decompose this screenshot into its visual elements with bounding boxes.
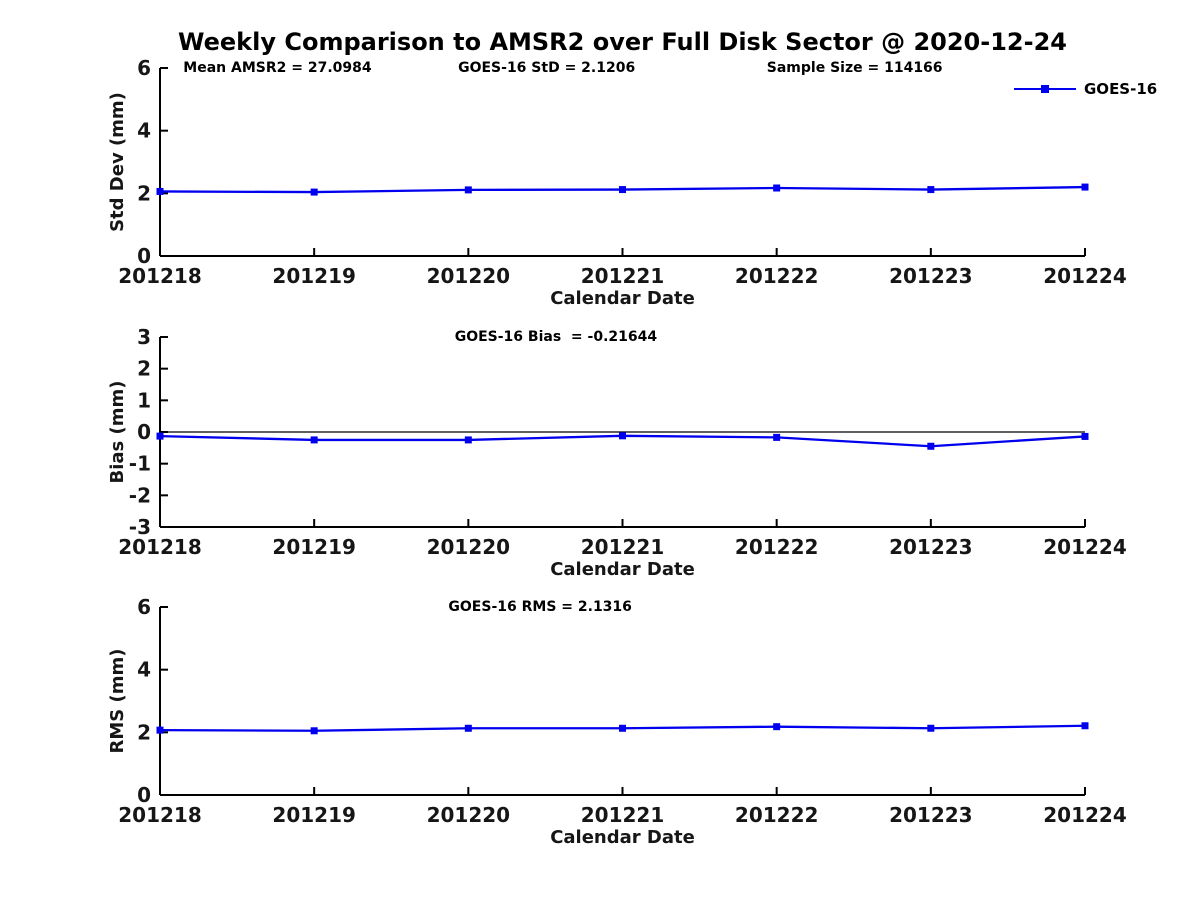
data-point-marker <box>927 186 935 194</box>
x-tick-label: 201220 <box>427 535 511 559</box>
data-point-marker <box>1081 183 1089 191</box>
data-point-marker <box>619 724 626 732</box>
y-tick-label: -1 <box>129 452 151 476</box>
std-dev-subplot: 0 2 4 6 201218 201219 201220 201221 201222 201223… <box>107 56 1127 309</box>
subplot-annotation: Mean AMSR2 = 27.0984 <box>183 60 372 76</box>
x-tick-label: 201219 <box>272 535 356 559</box>
x-tick-label: 201223 <box>889 264 973 288</box>
data-point-marker <box>773 723 781 731</box>
data-point-marker <box>156 187 164 195</box>
y-axis-title: RMS (mm) <box>107 649 128 754</box>
y-tick-label: 6 <box>137 56 151 80</box>
y-tick-label: 4 <box>137 658 151 682</box>
data-point-marker <box>156 432 164 440</box>
figure-title: Weekly Comparison to AMSR2 over Full Dis… <box>178 28 1067 56</box>
y-tick-label: 1 <box>137 388 151 412</box>
data-point-marker <box>310 188 318 196</box>
data-point-marker <box>1081 432 1089 440</box>
y-tick-label: 6 <box>137 595 151 619</box>
x-tick-label: 201222 <box>735 264 819 288</box>
data-point-marker <box>156 726 164 734</box>
y-tick-label: 2 <box>137 181 151 205</box>
subplot-annotation: GOES-16 RMS = 2.1316 <box>448 599 632 615</box>
x-tick-label: 201220 <box>427 264 511 288</box>
y-axis-title: Std Dev (mm) <box>107 92 128 232</box>
data-point-marker <box>619 186 626 194</box>
rms-subplot: 0 2 4 6 201218 201219 201220 201221 201222 201223… <box>107 595 1127 848</box>
x-tick-label: 201219 <box>272 803 356 827</box>
x-tick-label: 201218 <box>118 264 202 288</box>
y-tick-label: 0 <box>137 244 151 268</box>
legend: GOES-16 <box>1014 80 1158 98</box>
x-tick-label: 201222 <box>735 803 819 827</box>
subplot-annotation: Sample Size = 114166 <box>767 60 943 76</box>
x-tick-label: 201218 <box>118 803 202 827</box>
data-point-marker <box>927 724 935 732</box>
x-axis-title: Calendar Date <box>550 559 695 580</box>
data-point-marker <box>773 184 781 192</box>
y-tick-label: -3 <box>129 515 151 539</box>
data-point-marker <box>310 436 318 444</box>
y-tick-label: -2 <box>129 483 151 507</box>
x-axis-title: Calendar Date <box>550 288 695 309</box>
x-axis-title: Calendar Date <box>550 827 695 848</box>
subplot-annotation: GOES-16 Bias = -0.21644 <box>455 329 658 345</box>
x-tick-label: 201221 <box>581 264 665 288</box>
y-tick-label: 2 <box>137 357 151 381</box>
data-point-marker <box>464 724 472 732</box>
x-tick-label: 201224 <box>1043 264 1127 288</box>
legend-square-marker-icon <box>1041 85 1049 93</box>
data-point-marker <box>464 186 472 194</box>
x-tick-label: 201223 <box>889 535 973 559</box>
x-tick-label: 201221 <box>581 803 665 827</box>
x-tick-label: 201223 <box>889 803 973 827</box>
legend-line-swatch <box>1014 85 1076 93</box>
x-tick-label: 201220 <box>427 803 511 827</box>
x-tick-label: 201224 <box>1043 535 1127 559</box>
x-tick-label: 201219 <box>272 264 356 288</box>
x-tick-label: 201222 <box>735 535 819 559</box>
data-point-marker <box>927 442 935 450</box>
x-tick-label: 201218 <box>118 535 202 559</box>
data-point-marker <box>619 432 626 440</box>
subplot-annotation: GOES-16 StD = 2.1206 <box>458 60 635 76</box>
data-point-marker <box>773 433 781 441</box>
y-tick-label: 4 <box>137 119 151 143</box>
data-point-marker <box>310 727 318 735</box>
y-axis-title: Bias (mm) <box>107 381 128 484</box>
y-tick-label: 0 <box>137 420 151 444</box>
y-tick-label: 2 <box>137 720 151 744</box>
legend-label: GOES-16 <box>1084 80 1158 98</box>
y-tick-label: 0 <box>137 783 151 807</box>
y-tick-label: 3 <box>137 325 151 349</box>
x-tick-label: 201224 <box>1043 803 1127 827</box>
data-point-marker <box>1081 722 1089 730</box>
data-point-marker <box>464 436 472 444</box>
x-tick-label: 201221 <box>581 535 665 559</box>
